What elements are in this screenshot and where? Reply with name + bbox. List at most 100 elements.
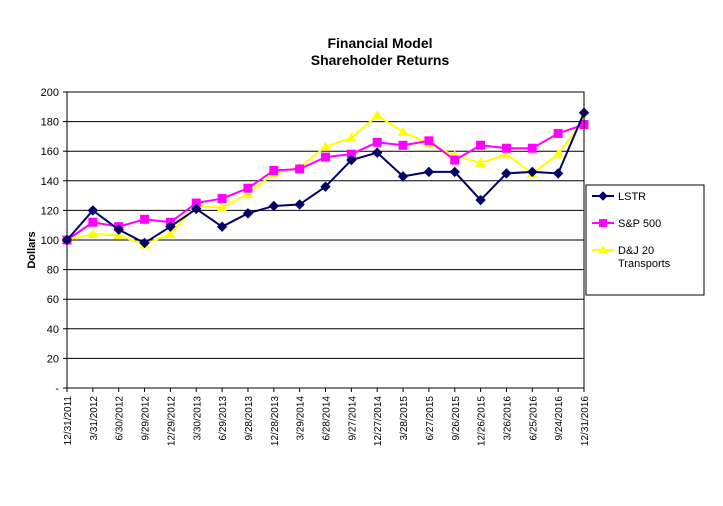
legend-label: S&P 500 (618, 218, 661, 230)
data-point (527, 143, 537, 153)
legend-swatch-marker (599, 219, 607, 227)
data-point (501, 143, 511, 153)
data-point (165, 221, 176, 232)
y-tick-label: 200 (41, 87, 59, 99)
data-point (320, 181, 331, 192)
data-point (294, 199, 305, 210)
legend-label: D&J 20 Transports (618, 245, 671, 270)
x-tick-label: 9/27/2014 (347, 396, 358, 441)
y-tick-label: 60 (47, 294, 59, 306)
y-tick-label: 20 (47, 353, 59, 365)
legend-swatch-marker (598, 191, 608, 201)
data-point (475, 157, 486, 168)
data-point (216, 201, 228, 212)
x-tick-label: 6/29/2013 (218, 396, 229, 441)
series-layer (61, 107, 590, 249)
x-tick-label: 9/24/2016 (554, 396, 565, 441)
y-tick-label: 40 (47, 324, 59, 336)
data-point (345, 132, 357, 142)
data-point (139, 237, 150, 249)
data-point (552, 168, 564, 179)
series-line (66, 114, 585, 246)
x-tick-label: 12/27/2014 (373, 396, 384, 446)
series-lstr (61, 107, 590, 249)
data-point (243, 183, 253, 193)
data-point (371, 147, 383, 158)
data-point (113, 224, 124, 235)
x-tick-label: 6/27/2015 (425, 396, 436, 441)
x-tick-label: 3/31/2012 (89, 396, 100, 441)
data-point (346, 154, 357, 166)
chart-title-line-2: Shareholder Returns (311, 52, 450, 68)
data-point (552, 148, 564, 159)
x-tick-label: 3/29/2014 (296, 396, 307, 441)
data-point (397, 171, 409, 182)
x-tick-label: 9/26/2015 (451, 396, 462, 441)
data-point (372, 137, 382, 147)
data-point (216, 221, 228, 232)
data-point (242, 188, 254, 199)
data-point (423, 166, 435, 178)
y-axis-label: Dollars (26, 231, 38, 268)
legend-entry: LSTR (592, 191, 646, 203)
data-point (449, 166, 460, 178)
data-point (501, 148, 512, 159)
data-point (321, 152, 330, 162)
data-point (295, 164, 305, 174)
data-point (397, 126, 409, 136)
data-point (269, 165, 279, 175)
data-point (242, 208, 254, 219)
legend-swatch-marker (598, 244, 608, 254)
data-point (268, 200, 280, 212)
x-tick-label: 3/28/2015 (399, 396, 410, 441)
y-tick-label: - (55, 383, 59, 395)
data-point (371, 110, 383, 120)
x-tick-label: 9/29/2012 (141, 396, 152, 441)
chart-title-line-1: Financial Model (327, 35, 432, 51)
data-point (450, 155, 460, 165)
data-point (527, 166, 538, 178)
data-point (140, 214, 150, 224)
series-d-j-20-transports (61, 110, 590, 249)
y-tick-label: 180 (41, 117, 59, 129)
data-point (88, 217, 98, 227)
plot-border (66, 91, 585, 389)
data-point (398, 140, 408, 150)
data-point (501, 168, 512, 179)
data-point (476, 140, 486, 150)
x-tick-label: 12/26/2015 (477, 396, 488, 446)
data-point (113, 230, 125, 240)
data-point (87, 205, 99, 216)
x-tick-label: 6/28/2014 (322, 396, 333, 441)
x-tick-label: 12/29/2012 (166, 396, 177, 446)
legend-label: LSTR (618, 191, 646, 203)
x-tick-label: 12/28/2013 (270, 396, 281, 446)
data-point (165, 228, 176, 239)
x-tick-label: 12/31/2016 (580, 396, 591, 446)
data-point (191, 203, 202, 215)
legend: LSTR S&P 500 D&J 20 Transports (585, 184, 705, 296)
y-tick-label: 160 (41, 146, 59, 158)
data-point (424, 136, 434, 146)
y-tick-label: 100 (41, 235, 59, 247)
data-point (320, 141, 331, 151)
legend-entry: D&J 20 Transports (592, 244, 671, 270)
x-axis-ticks: 12/31/2011 3/31/2012 6/30/2012 9/29/2012 12/… (63, 388, 591, 446)
x-tick-label: 9/28/2013 (244, 396, 255, 441)
x-tick-label: 3/30/2013 (192, 396, 203, 441)
y-tick-label: 80 (47, 265, 59, 277)
x-tick-label: 12/31/2011 (63, 396, 74, 446)
x-tick-label: 6/25/2016 (528, 396, 539, 441)
y-axis-ticks: - 20 40 60 80 100 120 140 160 180 200 (41, 87, 67, 395)
data-point (87, 228, 99, 239)
legend-entry: S&P 500 (592, 218, 661, 230)
y-tick-label: 120 (41, 205, 59, 217)
data-point (475, 194, 486, 206)
data-point (217, 194, 227, 204)
x-tick-label: 6/30/2012 (115, 396, 126, 441)
x-tick-label: 3/26/2016 (502, 396, 513, 441)
legend-box (585, 184, 705, 296)
data-point (553, 128, 563, 138)
y-tick-label: 140 (41, 176, 59, 188)
